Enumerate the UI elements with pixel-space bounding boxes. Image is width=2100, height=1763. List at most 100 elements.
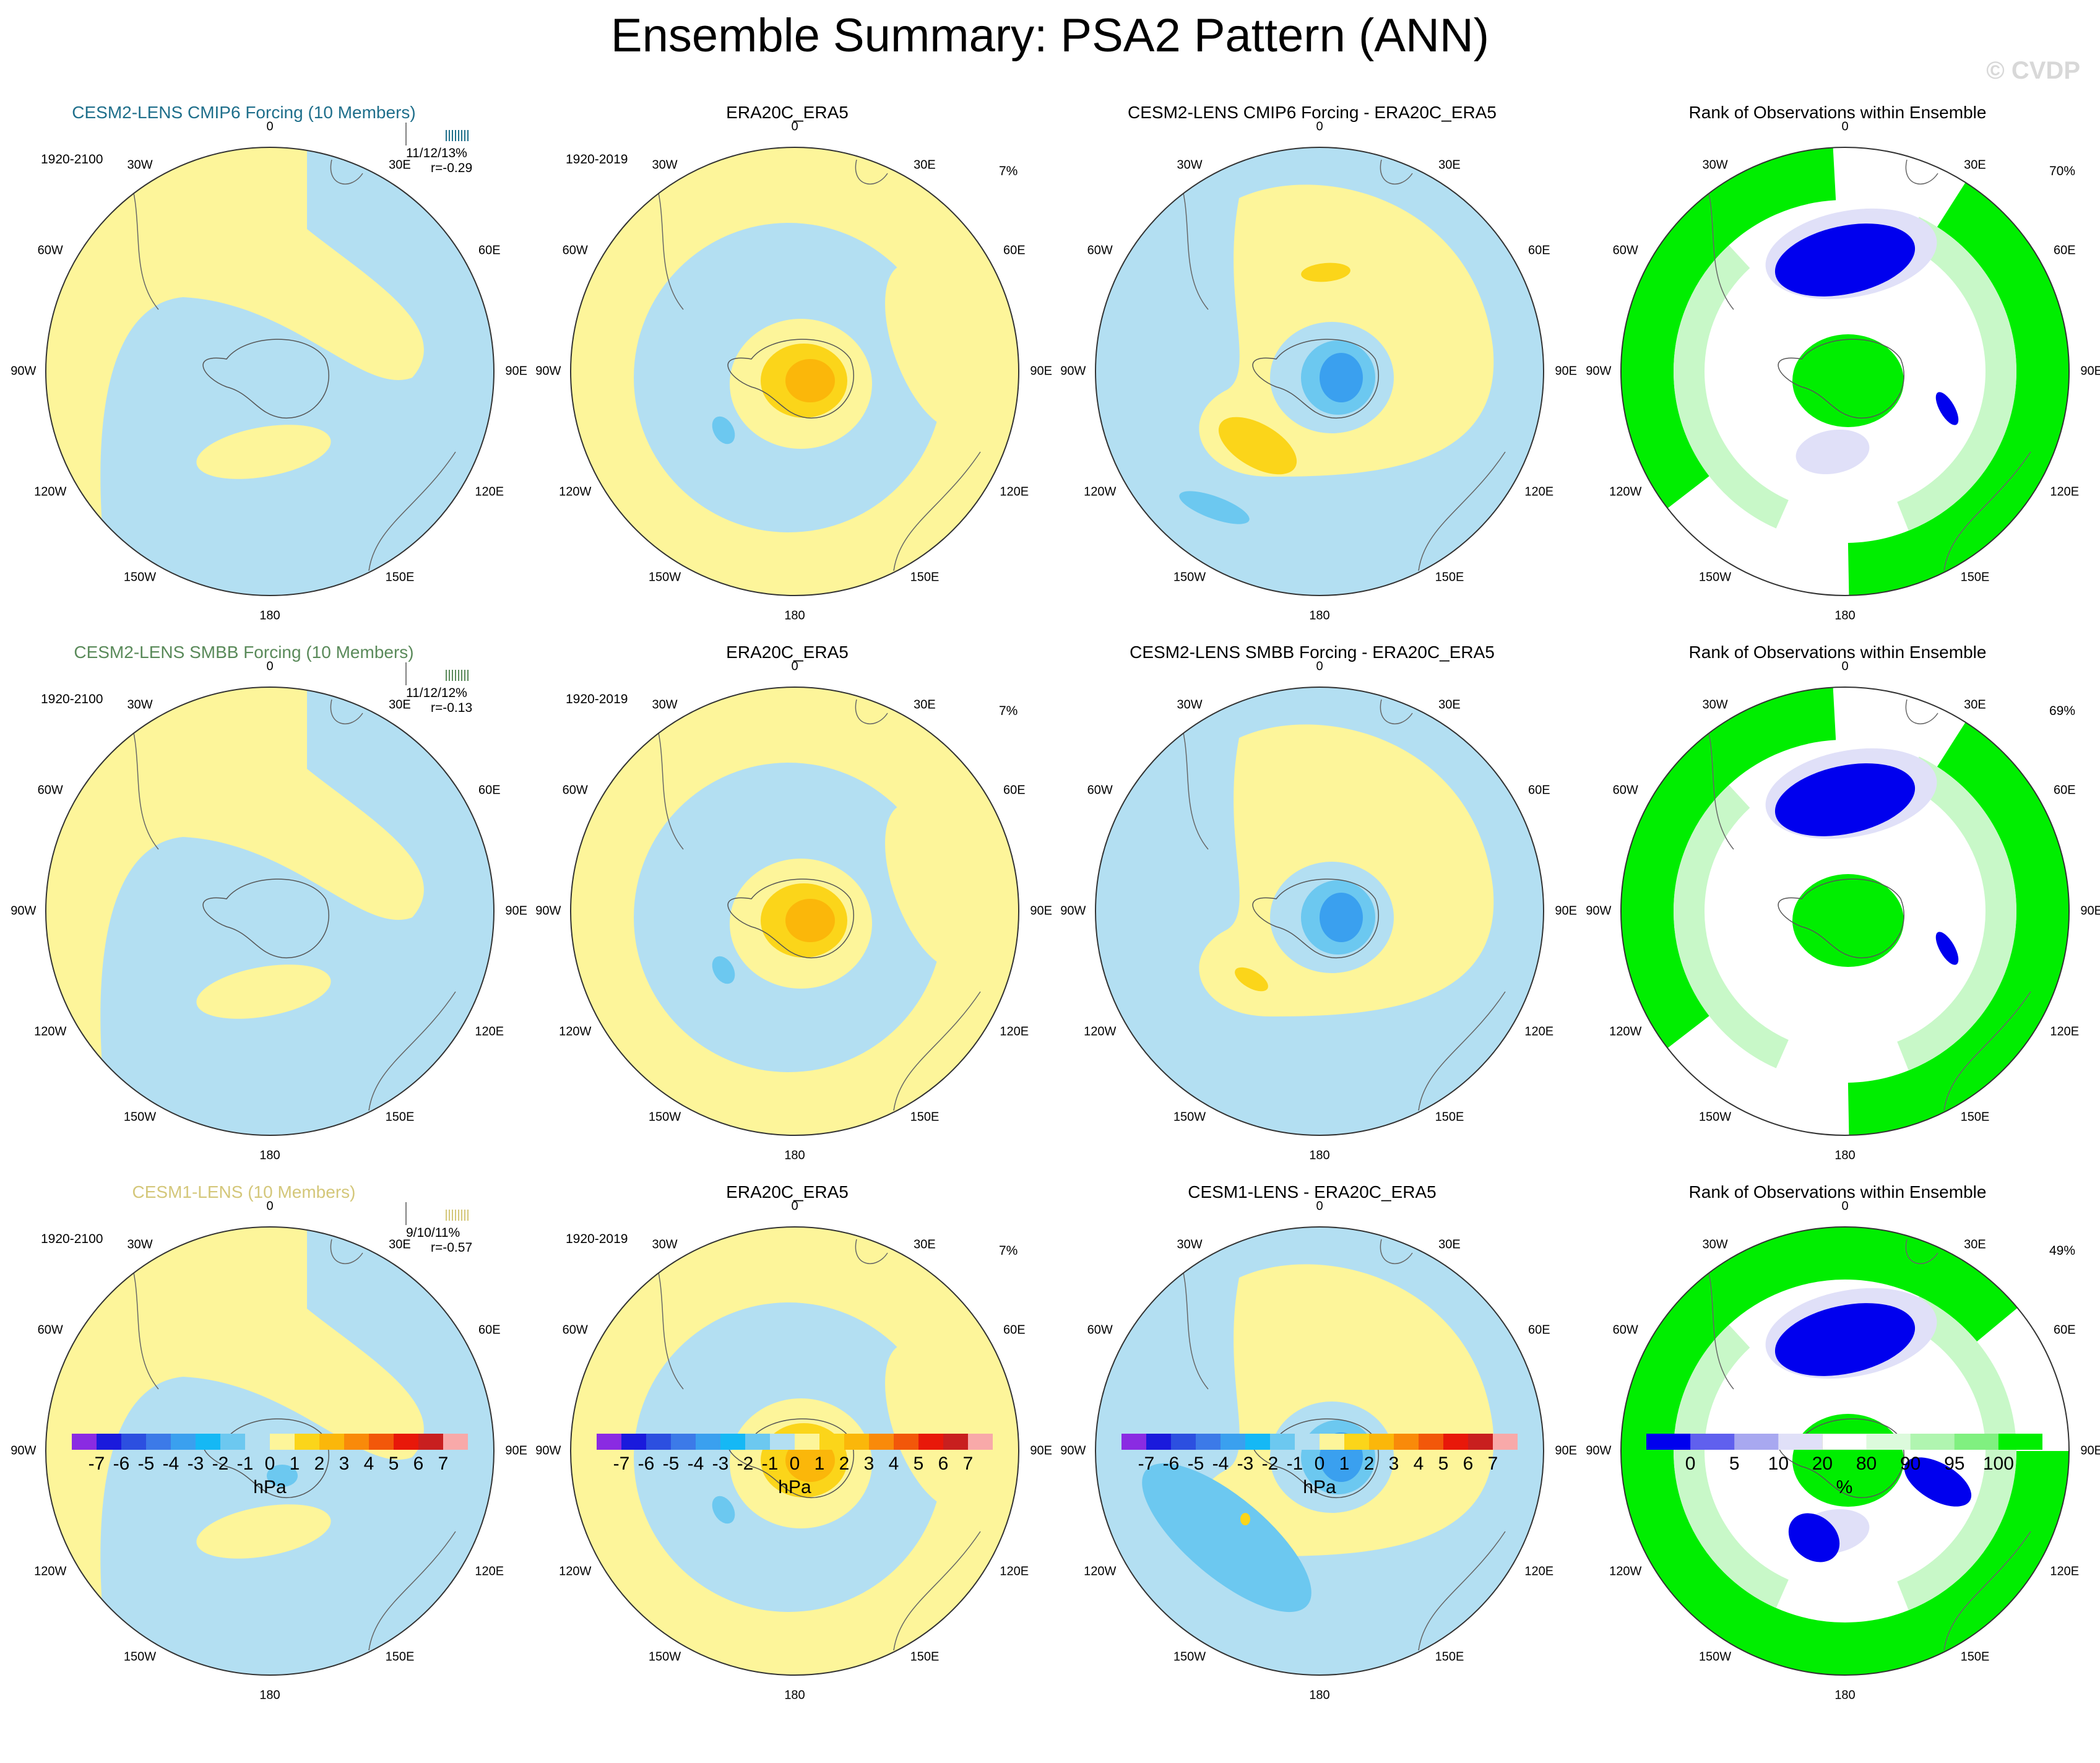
positive-anomaly-east — [885, 804, 977, 969]
variance-percent: 7% — [999, 1244, 1018, 1258]
colorbar: -7 -6 -5 -4 -3 -2 -1 0 1 2 3 4 5 6 7 hPa — [1121, 1434, 1518, 1505]
longitude-label: 90W — [11, 1444, 37, 1458]
longitude-label: 150E — [910, 570, 940, 584]
colorbar-tick-label: 6 — [938, 1453, 949, 1474]
colorbar-swatch — [1443, 1434, 1469, 1450]
longitude-label: 0 — [1316, 119, 1323, 134]
longitude-label: 120W — [34, 485, 67, 499]
colorbar-tick-label: -6 — [113, 1453, 130, 1474]
colorbar-swatch — [1821, 1434, 1867, 1450]
model-panel: CESM1-LENS (10 Members) 1920-2100 9/10/11%… — [0, 1148, 527, 1702]
colorbar-swatch — [1196, 1434, 1221, 1450]
longitude-label: 60E — [478, 243, 501, 258]
longitude-label: 0 — [791, 659, 798, 674]
coastline-australia — [1418, 991, 1506, 1111]
colorbar-swatch — [196, 1434, 221, 1450]
panel-title: ERA20C_ERA5 — [726, 643, 849, 662]
panel-title: Rank of Observations within Ensemble — [1688, 1182, 1987, 1202]
longitude-label: 120W — [559, 1024, 592, 1039]
longitude-label: 90W — [535, 364, 561, 378]
period-label: 1920-2019 — [566, 692, 628, 706]
longitude-label: 150E — [385, 570, 415, 584]
longitude-label: 150E — [1435, 1650, 1464, 1664]
colorbar-tick-label: 5 — [1438, 1453, 1449, 1474]
stats-percent: 9/10/11% — [406, 1226, 460, 1240]
colorbar-units: hPa — [253, 1477, 287, 1497]
colorbar-units: hPa — [1303, 1477, 1336, 1497]
longitude-label: 30W — [127, 1237, 153, 1252]
negative-anomaly-outer — [1142, 1463, 1311, 1613]
longitude-label: 30E — [1438, 1237, 1461, 1252]
polar-map — [45, 123, 495, 596]
longitude-label: 30E — [1964, 158, 1986, 172]
colorbar-swatch — [770, 1434, 795, 1450]
colorbar-tick-label: 1 — [814, 1453, 825, 1474]
longitude-label: 150E — [910, 1110, 940, 1124]
colorbar-swatch — [597, 1434, 622, 1450]
longitude-label: 150E — [1960, 1110, 1990, 1124]
obs-panel: ERA20C_ERA5 1920-2019 7% 0 180 90W 90E 30W 30E 60… — [525, 1148, 1052, 1702]
polar-map — [570, 147, 1019, 596]
colorbar-swatch — [1778, 1434, 1823, 1450]
colorbar-swatch — [1646, 1434, 1691, 1450]
longitude-label: 0 — [1841, 659, 1849, 674]
antarctica-outline — [1778, 1418, 1904, 1498]
colorbar-swatch — [1221, 1434, 1246, 1450]
colorbar-tick-label: -7 — [88, 1453, 105, 1474]
coastline-australia — [893, 451, 981, 571]
colorbar-swatch — [1270, 1434, 1295, 1450]
period-label: 1920-2019 — [566, 152, 628, 167]
colorbar-swatch — [671, 1434, 696, 1450]
antarctica-outline — [202, 339, 329, 418]
rank-region-blue — [1774, 1303, 1916, 1376]
map-boundary — [1620, 687, 2070, 1136]
negative-anomaly-spot — [712, 416, 735, 444]
stats-percent: 11/12/12% — [406, 686, 467, 700]
longitude-label: 150E — [385, 1650, 415, 1664]
rank-panel: Rank of Observations within Ensemble 49% 0… — [1575, 1148, 2100, 1702]
longitude-label: 120W — [1084, 1564, 1117, 1579]
rank-region-pale — [1795, 429, 1870, 475]
positive-anomaly-spot — [1240, 1513, 1250, 1525]
colorbar-swatch — [295, 1434, 320, 1450]
longitude-label: 150E — [1435, 570, 1464, 584]
coastline-australia — [368, 451, 456, 571]
colorbar-units: % — [1836, 1477, 1853, 1497]
rank-region-blue-east — [1904, 1457, 1972, 1507]
colorbar-tick-label: -3 — [187, 1453, 204, 1474]
longitude-label: 150E — [1960, 570, 1990, 584]
longitude-label: 30W — [1177, 158, 1203, 172]
longitude-label: 30E — [914, 698, 936, 712]
colorbar-tick-label: 0 — [789, 1453, 800, 1474]
longitude-label: 120W — [1609, 1564, 1642, 1579]
colorbar-tick-label: 4 — [363, 1453, 374, 1474]
antarctica-outline — [202, 878, 329, 958]
longitude-label: 30E — [389, 1237, 411, 1252]
map-boundary — [1095, 1226, 1544, 1676]
longitude-label: 180 — [1309, 609, 1330, 623]
colorbar-tick-label: -1 — [761, 1453, 779, 1474]
rank-ring-light — [1674, 200, 2016, 543]
rank-region-continent — [1792, 874, 1904, 967]
longitude-label: 90E — [1555, 364, 1577, 378]
positive-anomaly-region — [46, 687, 424, 1135]
map-boundary — [1095, 147, 1544, 596]
longitude-label: 180 — [1834, 1148, 1856, 1163]
longitude-label: 120E — [475, 485, 504, 499]
colorbar-tick-label: 6 — [413, 1453, 424, 1474]
panel-title: CESM2-LENS SMBB Forcing (10 Members) — [74, 643, 414, 662]
panel-title: CESM2-LENS CMIP6 Forcing - ERA20C_ERA5 — [1128, 103, 1497, 122]
coastline-australia — [893, 1531, 981, 1651]
colorbar-tick-label: 2 — [839, 1453, 850, 1474]
panel-title: CESM1-LENS (10 Members) — [132, 1182, 356, 1202]
longitude-label: 60E — [2053, 1323, 2076, 1337]
longitude-label: 30E — [1964, 1237, 1986, 1252]
longitude-label: 90W — [1060, 1444, 1086, 1458]
positive-anomaly-east — [885, 1343, 977, 1509]
longitude-label: 90E — [1555, 1444, 1577, 1458]
colorbar-swatch — [918, 1434, 944, 1450]
longitude-label: 180 — [259, 609, 280, 623]
colorbar-swatch — [1954, 1434, 1999, 1450]
longitude-label: 60E — [478, 1323, 501, 1337]
map-boundary — [570, 687, 1019, 1136]
